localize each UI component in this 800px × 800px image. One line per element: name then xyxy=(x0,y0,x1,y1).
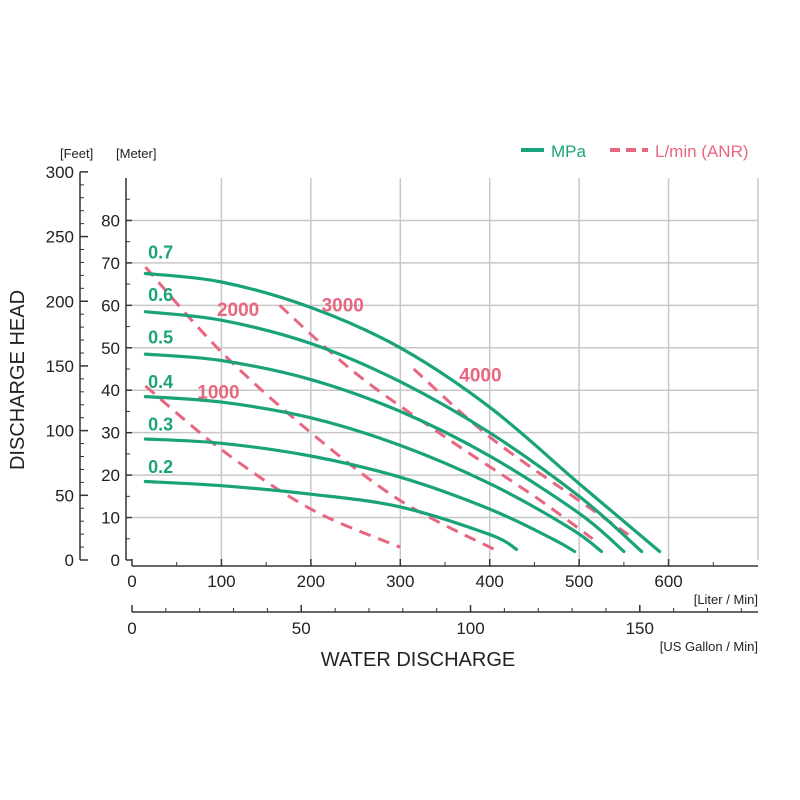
meter-tick-label-10: 10 xyxy=(101,509,120,528)
legend-mpa-label: MPa xyxy=(551,142,587,161)
feet-tick-label-0: 0 xyxy=(65,551,74,570)
lmin-label-3000: 3000 xyxy=(322,296,364,317)
gallon-unit-label: [US Gallon / Min] xyxy=(660,639,758,654)
gallon-axis: 0 50 100 150 xyxy=(127,605,758,638)
mpa-series-0.4 xyxy=(143,395,604,554)
mpa-series-0.2 xyxy=(143,479,519,551)
mpa-series-0.3 xyxy=(143,437,577,554)
feet-tick-label-150: 150 xyxy=(46,357,74,376)
feet-tick-label-200: 200 xyxy=(46,292,74,311)
legend-lmin-label: L/min (ANR) xyxy=(655,142,749,161)
y-axis-title: DISCHARGE HEAD xyxy=(7,290,29,470)
mpa-label-0.4: 0.4 xyxy=(148,372,173,392)
series-labels: 0.7 0.6 0.5 0.4 0.3 0.2 1000 2000 3000 4000 xyxy=(148,243,501,477)
mpa-label-0.5: 0.5 xyxy=(148,328,173,348)
liter-tick-label-300: 300 xyxy=(386,572,414,591)
lmin-series-2000 xyxy=(144,266,495,551)
liter-tick-label-200: 200 xyxy=(297,572,325,591)
lmin-series-1000 xyxy=(144,384,401,549)
liter-tick-label-400: 400 xyxy=(476,572,504,591)
meter-unit-label: [Meter] xyxy=(116,146,156,161)
mpa-series-0.7 xyxy=(143,271,662,554)
mpa-series-group xyxy=(143,271,662,554)
liter-tick-label-0: 0 xyxy=(127,572,136,591)
legend: MPa L/min (ANR) xyxy=(521,142,749,161)
meter-tick-label-30: 30 xyxy=(101,424,120,443)
feet-tick-label-300: 300 xyxy=(46,163,74,182)
mpa-label-0.2: 0.2 xyxy=(148,457,173,477)
meter-tick-label-50: 50 xyxy=(101,339,120,358)
mpa-series-0.5 xyxy=(143,352,626,554)
feet-tick-label-250: 250 xyxy=(46,228,74,247)
mpa-label-0.3: 0.3 xyxy=(148,415,173,435)
liter-tick-label-500: 500 xyxy=(565,572,593,591)
meter-tick-label-80: 80 xyxy=(101,211,120,230)
lmin-label-1000: 1000 xyxy=(197,383,239,404)
mpa-series-0.6 xyxy=(143,310,644,554)
feet-unit-label: [Feet] xyxy=(60,146,93,161)
feet-tick-label-100: 100 xyxy=(46,422,74,441)
mpa-label-0.7: 0.7 xyxy=(148,243,173,263)
lmin-label-2000: 2000 xyxy=(217,300,259,321)
liter-axis: 0 100 200 300 400 500 600 xyxy=(127,559,758,591)
meter-tick-label-0: 0 xyxy=(111,551,120,570)
gallon-tick-label-100: 100 xyxy=(456,619,484,638)
grid-lines xyxy=(132,178,759,560)
meter-tick-label-70: 70 xyxy=(101,254,120,273)
feet-axis: 0 50 100 150 200 250 300 xyxy=(46,163,88,570)
meter-axis: 0 10 20 30 40 50 60 70 80 xyxy=(101,178,132,570)
x-axis-title: WATER DISCHARGE xyxy=(321,649,515,671)
liter-unit-label: [Liter / Min] xyxy=(694,592,758,607)
gallon-tick-label-0: 0 xyxy=(127,619,136,638)
meter-tick-label-20: 20 xyxy=(101,466,120,485)
mpa-label-0.6: 0.6 xyxy=(148,285,173,305)
gallon-tick-label-50: 50 xyxy=(292,619,311,638)
gallon-tick-label-150: 150 xyxy=(626,619,654,638)
feet-tick-label-50: 50 xyxy=(55,486,74,505)
meter-tick-label-40: 40 xyxy=(101,381,120,400)
liter-tick-label-600: 600 xyxy=(654,572,682,591)
lmin-label-4000: 4000 xyxy=(459,366,501,387)
meter-tick-label-60: 60 xyxy=(101,296,120,315)
liter-tick-label-100: 100 xyxy=(207,572,235,591)
